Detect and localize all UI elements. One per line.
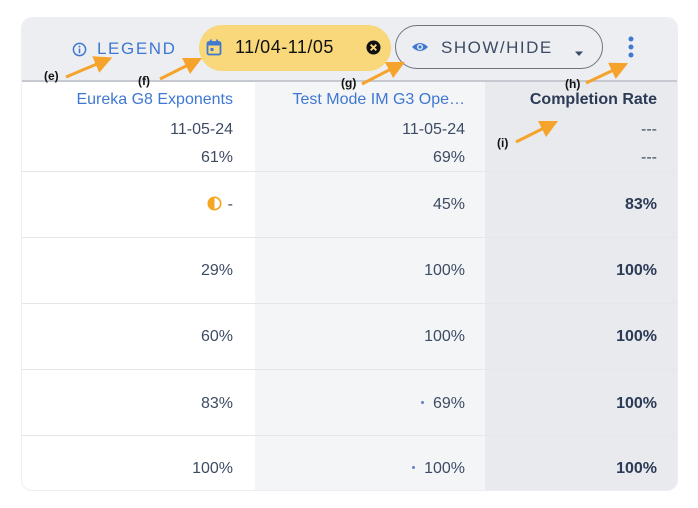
table-card: LEGEND 11/04-11/05 SHOW/HIDE Eureka	[22, 18, 677, 490]
row-divider	[22, 435, 677, 436]
cell-value: 100%	[424, 460, 465, 477]
row-divider	[22, 303, 677, 304]
info-icon	[72, 42, 87, 57]
column-header-pct-1: 61%	[200, 149, 233, 166]
legend-label: LEGEND	[97, 39, 177, 58]
row-divider	[22, 369, 677, 370]
date-range-chip[interactable]: 11/04-11/05	[199, 25, 391, 71]
clear-date-icon[interactable]	[366, 40, 381, 60]
table-cell: 100%	[424, 262, 465, 279]
table-cell: 60%	[200, 328, 233, 345]
annotation-arrow-h	[585, 62, 629, 85]
annotation-arrow-g	[361, 61, 406, 86]
annotation-arrow-e	[65, 56, 113, 79]
date-range-text: 11/04-11/05	[235, 37, 334, 57]
table-cell: 45%	[432, 196, 465, 213]
toolbar: LEGEND 11/04-11/05 SHOW/HIDE	[22, 18, 677, 82]
column-header-title-2[interactable]: Test Mode IM G3 Ope…	[292, 91, 465, 108]
annotation-arrow-i	[515, 120, 559, 144]
annotation-label-f: (f)	[138, 74, 150, 88]
column-header-pct-3: ---	[641, 149, 657, 166]
table-cell: 83%	[624, 196, 657, 213]
table-cell: 83%	[200, 395, 233, 412]
annotation-label-e: (e)	[44, 69, 59, 83]
table-cell: 100%	[424, 328, 465, 345]
more-options-icon[interactable]	[627, 36, 635, 65]
column-header-title-1[interactable]: Eureka G8 Exponents	[76, 91, 233, 108]
column-header-date-3: ---	[641, 121, 657, 138]
table-cell: -	[22, 196, 233, 216]
column-header-title-3[interactable]: Completion Rate	[529, 91, 657, 108]
column-header-date-1: 11-05-24	[170, 121, 233, 138]
annotation-arrow-f	[159, 57, 203, 81]
cell-value: -	[227, 196, 233, 213]
eye-icon	[411, 40, 429, 59]
row-divider	[22, 237, 677, 238]
column-header-pct-2: 69%	[432, 149, 465, 166]
status-dot-icon	[420, 401, 424, 404]
table-cell: 100%	[616, 328, 657, 345]
annotation-label-i: (i)	[497, 136, 509, 150]
column-header-date-2: 11-05-24	[402, 121, 465, 138]
row-divider	[22, 171, 677, 172]
table-cell: 100%	[616, 460, 657, 477]
chevron-down-icon	[574, 44, 584, 62]
annotation-label-g: (g)	[341, 76, 357, 90]
half-circle-icon	[207, 196, 222, 216]
table-cell: 69%	[255, 395, 465, 413]
legend-button[interactable]: LEGEND	[72, 36, 177, 62]
column-c-background	[485, 82, 677, 490]
table-cell: 100%	[616, 395, 657, 412]
cell-value: 69%	[432, 395, 465, 412]
show-hide-dropdown[interactable]: SHOW/HIDE	[395, 25, 603, 69]
calendar-icon	[206, 39, 222, 61]
show-hide-label: SHOW/HIDE	[441, 38, 553, 57]
status-dot-icon	[412, 466, 416, 469]
table-cell: 100%	[616, 262, 657, 279]
annotation-label-h: (h)	[565, 77, 581, 91]
table-cell: 29%	[200, 262, 233, 279]
table-cell: 100%	[255, 460, 465, 478]
column-b-background	[255, 82, 485, 490]
table-cell: 100%	[192, 460, 233, 477]
